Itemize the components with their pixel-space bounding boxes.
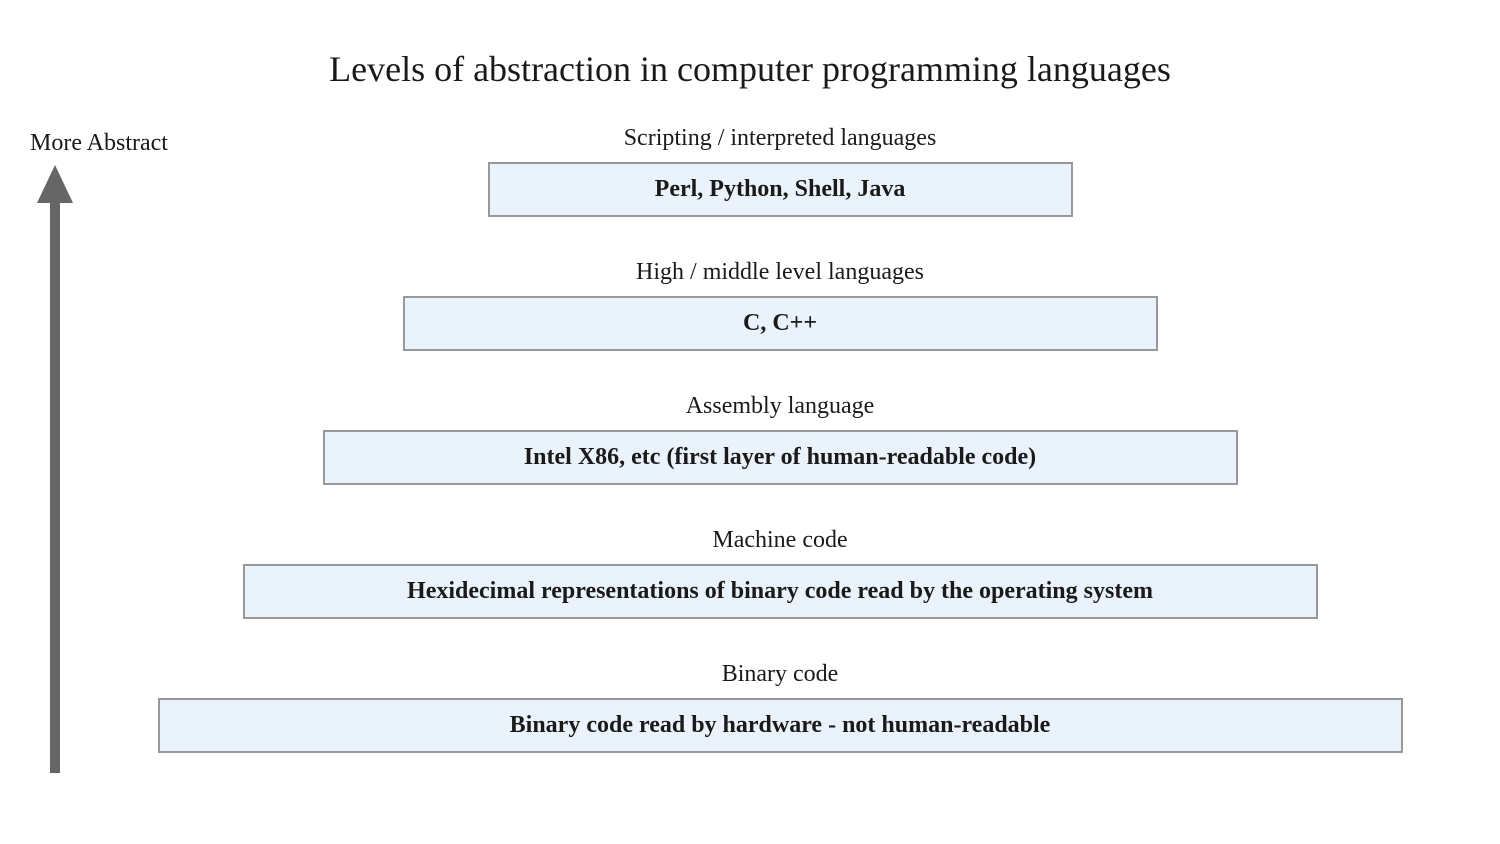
level-box: C, C++ bbox=[403, 296, 1158, 351]
level-scripting: Scripting / interpreted languages Perl, … bbox=[100, 125, 1460, 217]
level-assembly: Assembly language Intel X86, etc (first … bbox=[100, 393, 1460, 485]
level-box: Hexidecimal representations of binary co… bbox=[243, 564, 1318, 619]
level-box: Binary code read by hardware - not human… bbox=[158, 698, 1403, 753]
level-machine-code: Machine code Hexidecimal representations… bbox=[100, 527, 1460, 619]
level-label: Assembly language bbox=[686, 393, 875, 420]
diagram-title: Levels of abstraction in computer progra… bbox=[0, 0, 1500, 90]
arrow-shaft bbox=[50, 203, 60, 773]
abstraction-arrow bbox=[50, 165, 73, 773]
level-binary: Binary code Binary code read by hardware… bbox=[100, 661, 1460, 753]
level-high-middle: High / middle level languages C, C++ bbox=[100, 259, 1460, 351]
arrow-up-icon bbox=[37, 165, 73, 203]
level-box: Perl, Python, Shell, Java bbox=[488, 162, 1073, 217]
level-label: Scripting / interpreted languages bbox=[624, 125, 937, 152]
level-label: Machine code bbox=[712, 527, 847, 554]
level-label: High / middle level languages bbox=[636, 259, 924, 286]
level-label: Binary code bbox=[722, 661, 839, 688]
level-box: Intel X86, etc (first layer of human-rea… bbox=[323, 430, 1238, 485]
levels-container: Scripting / interpreted languages Perl, … bbox=[100, 125, 1460, 753]
